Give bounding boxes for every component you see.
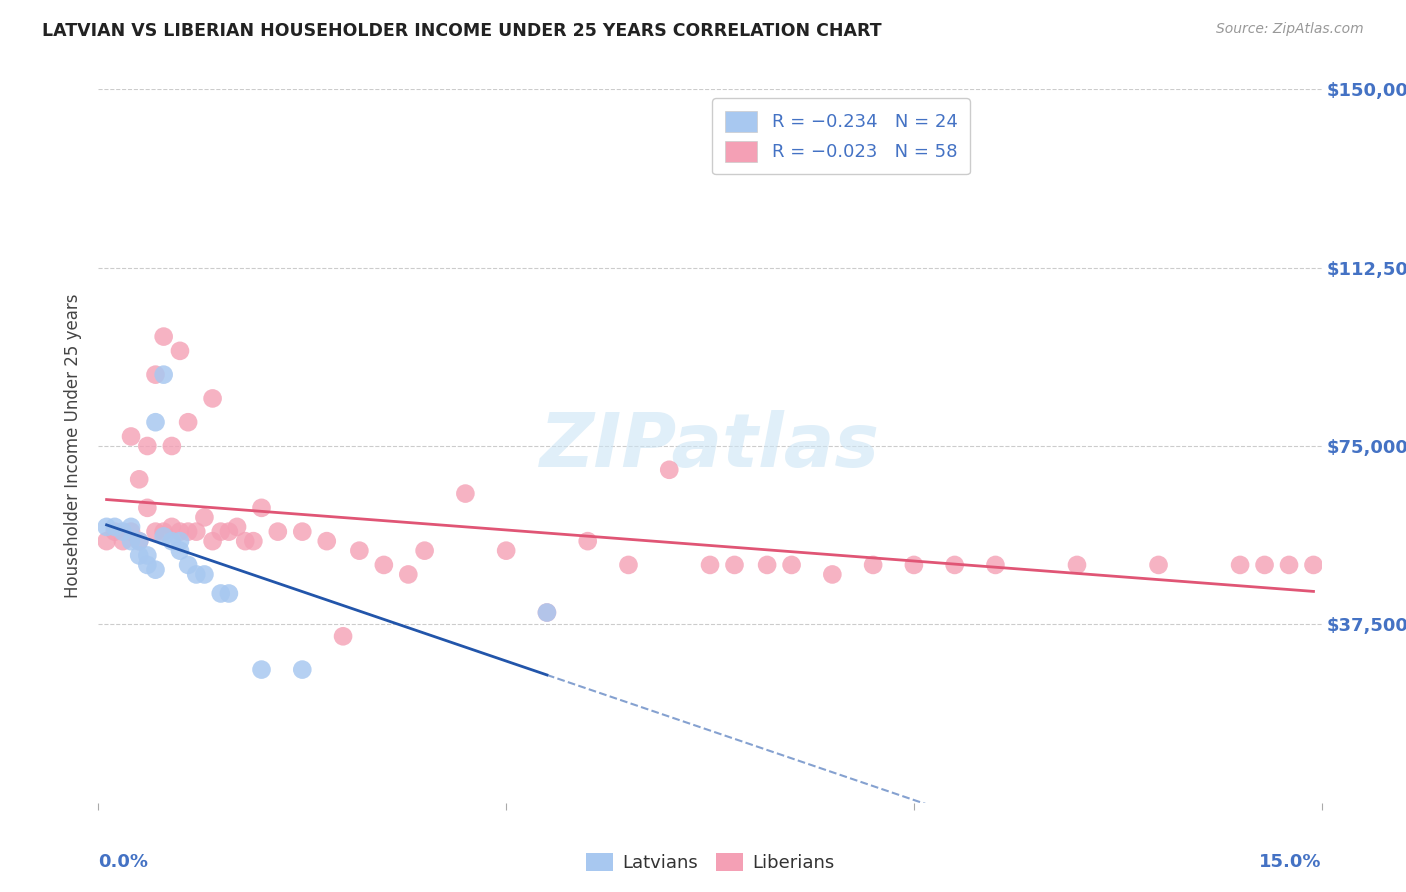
Point <box>120 524 142 539</box>
Point <box>233 534 256 549</box>
Point <box>111 524 134 539</box>
Point <box>160 520 183 534</box>
Point <box>349 543 371 558</box>
Point <box>128 472 150 486</box>
Point <box>152 368 174 382</box>
Point <box>1302 558 1324 572</box>
Point <box>177 415 200 429</box>
Point <box>201 392 224 406</box>
Point <box>145 368 167 382</box>
Point <box>152 524 174 539</box>
Point <box>136 439 159 453</box>
Point <box>177 558 200 572</box>
Text: 15.0%: 15.0% <box>1260 853 1322 871</box>
Point <box>104 520 127 534</box>
Point <box>169 534 191 549</box>
Point <box>373 558 395 572</box>
Point <box>145 563 167 577</box>
Point <box>699 558 721 572</box>
Point <box>315 534 337 549</box>
Point <box>136 549 159 563</box>
Point <box>160 439 183 453</box>
Point <box>250 500 273 515</box>
Point <box>1253 558 1275 572</box>
Point <box>96 520 118 534</box>
Point <box>723 558 745 572</box>
Point <box>291 663 314 677</box>
Point <box>984 558 1007 572</box>
Point <box>136 558 159 572</box>
Point <box>821 567 844 582</box>
Point <box>193 567 215 582</box>
Point <box>291 524 314 539</box>
Legend: Latvians, Liberians: Latvians, Liberians <box>579 846 841 880</box>
Point <box>332 629 354 643</box>
Point <box>186 567 208 582</box>
Point <box>576 534 599 549</box>
Point <box>396 567 419 582</box>
Point <box>128 549 150 563</box>
Point <box>495 543 517 558</box>
Point <box>250 663 273 677</box>
Point <box>1147 558 1170 572</box>
Point <box>226 520 249 534</box>
Y-axis label: Householder Income Under 25 years: Householder Income Under 25 years <box>65 293 83 599</box>
Point <box>903 558 925 572</box>
Point <box>120 534 142 549</box>
Text: ZIPatlas: ZIPatlas <box>540 409 880 483</box>
Point <box>169 543 191 558</box>
Point <box>209 524 232 539</box>
Point <box>152 529 174 543</box>
Point <box>128 534 150 549</box>
Point <box>186 524 208 539</box>
Point <box>209 586 232 600</box>
Point <box>145 415 167 429</box>
Point <box>218 524 240 539</box>
Point <box>120 429 142 443</box>
Point <box>193 510 215 524</box>
Point <box>617 558 640 572</box>
Point <box>111 534 134 549</box>
Point <box>128 534 150 549</box>
Text: LATVIAN VS LIBERIAN HOUSEHOLDER INCOME UNDER 25 YEARS CORRELATION CHART: LATVIAN VS LIBERIAN HOUSEHOLDER INCOME U… <box>42 22 882 40</box>
Point <box>136 500 159 515</box>
Text: 0.0%: 0.0% <box>98 853 149 871</box>
Point <box>201 534 224 549</box>
Point <box>756 558 779 572</box>
Point <box>1066 558 1088 572</box>
Point <box>169 524 191 539</box>
Point <box>218 586 240 600</box>
Point <box>104 524 127 539</box>
Point <box>658 463 681 477</box>
Point <box>177 524 200 539</box>
Text: Source: ZipAtlas.com: Source: ZipAtlas.com <box>1216 22 1364 37</box>
Point <box>96 534 118 549</box>
Point <box>267 524 290 539</box>
Point <box>152 329 174 343</box>
Point <box>780 558 803 572</box>
Point <box>536 606 558 620</box>
Point <box>169 343 191 358</box>
Point <box>1278 558 1301 572</box>
Point <box>160 534 183 549</box>
Point <box>413 543 436 558</box>
Point <box>943 558 966 572</box>
Point <box>242 534 264 549</box>
Point <box>1229 558 1251 572</box>
Point <box>145 524 167 539</box>
Point <box>120 520 142 534</box>
Point <box>536 606 558 620</box>
Point <box>862 558 884 572</box>
Point <box>454 486 477 500</box>
